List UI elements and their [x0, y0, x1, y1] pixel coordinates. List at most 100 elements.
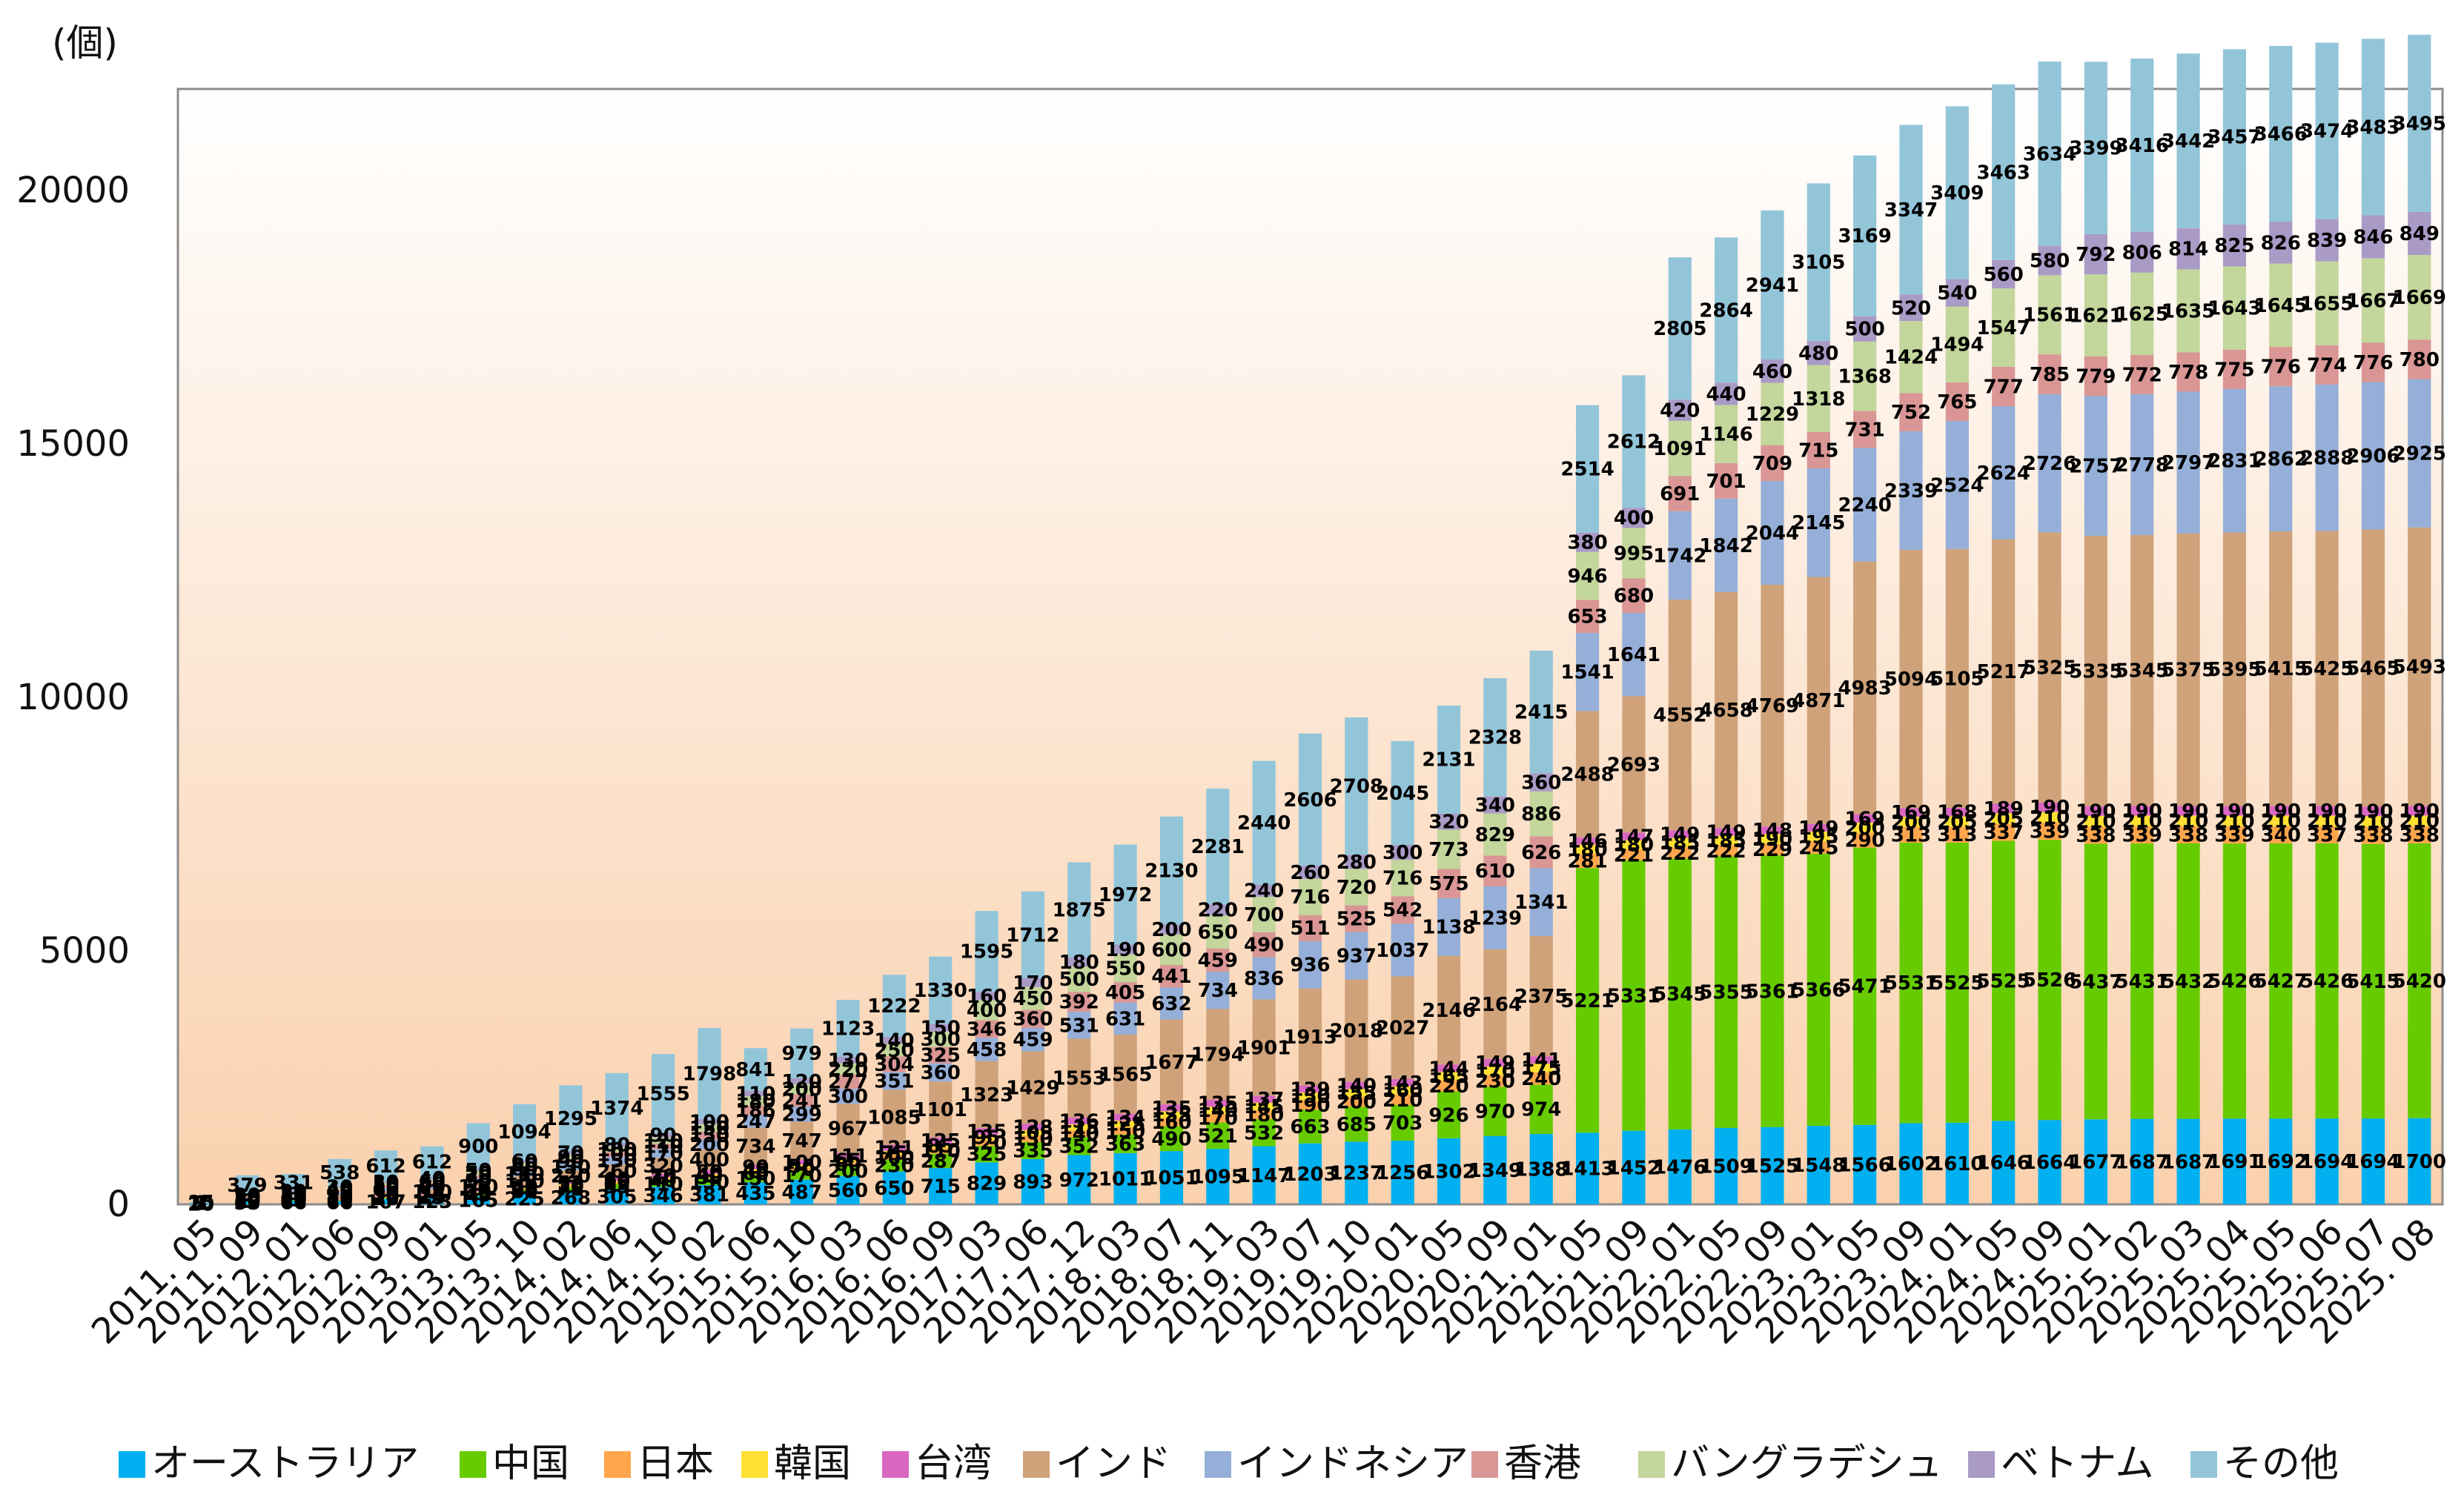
data-label: 772 — [2122, 364, 2162, 386]
data-label: 111 — [828, 1145, 868, 1167]
data-label: 80 — [603, 1135, 630, 1157]
data-label: 2440 — [1237, 812, 1291, 835]
legend-label: 日本 — [637, 1442, 714, 1486]
data-label: 130 — [828, 1049, 868, 1072]
data-label: 459 — [1013, 1029, 1053, 1052]
legend-label: インド — [1056, 1442, 1171, 1486]
data-label: 765 — [1937, 391, 1977, 414]
data-label: 650 — [1198, 921, 1238, 943]
data-label: 50 — [465, 1160, 491, 1182]
data-label: 3409 — [1930, 182, 1984, 205]
data-label: 511 — [1290, 918, 1330, 940]
data-label: 967 — [828, 1118, 868, 1140]
data-label: 1123 — [821, 1018, 875, 1041]
legend-label: バングラデシュ — [1671, 1442, 1943, 1486]
data-label: 946 — [1567, 565, 1607, 588]
data-label: 392 — [1059, 992, 1099, 1014]
data-label: 731 — [1845, 419, 1885, 441]
data-label: 2415 — [1514, 702, 1568, 724]
data-label: 140 — [1337, 1075, 1377, 1097]
data-label: 777 — [1984, 376, 2024, 398]
data-label: 90 — [650, 1125, 677, 1147]
data-label: 240 — [1244, 880, 1284, 903]
data-label: 610 — [1475, 860, 1515, 883]
data-label: 400 — [1614, 508, 1654, 530]
data-label: 146 — [1567, 831, 1607, 853]
data-label: 926 — [1428, 1104, 1468, 1127]
legend-label: 台湾 — [915, 1442, 992, 1486]
data-label: 189 — [1984, 798, 2024, 820]
data-label: 779 — [2076, 366, 2116, 388]
data-label: 120 — [782, 1071, 822, 1093]
data-label: 814 — [2168, 239, 2208, 261]
data-label: 2281 — [1191, 836, 1245, 858]
data-label: 774 — [2307, 354, 2347, 376]
data-label: 700 — [1244, 904, 1284, 926]
data-label: 141 — [1521, 1049, 1561, 1072]
data-label: 15 — [188, 1192, 214, 1214]
data-label: 190 — [2261, 800, 2301, 823]
data-label: 220 — [1198, 900, 1238, 922]
data-label: 825 — [2214, 235, 2254, 257]
data-label: 3495 — [2393, 113, 2446, 135]
legend-label: その他 — [2223, 1442, 2339, 1486]
data-label: 170 — [1013, 972, 1053, 995]
data-label: 180 — [1059, 952, 1099, 974]
legend-label: ベトナム — [2001, 1442, 2153, 1486]
data-label: 128 — [1013, 1117, 1053, 1139]
data-label: 500 — [1845, 319, 1885, 341]
data-label: 525 — [1337, 909, 1377, 931]
data-label: 775 — [2214, 359, 2254, 381]
data-label: 135 — [1198, 1093, 1238, 1115]
data-label: 90 — [742, 1157, 769, 1179]
data-label: 5420 — [2393, 970, 2446, 992]
data-label: 520 — [1891, 297, 1931, 319]
data-label: 839 — [2307, 230, 2347, 252]
data-label: 147 — [1614, 826, 1654, 849]
data-label: 420 — [1660, 400, 1700, 422]
legend-swatch — [1205, 1451, 1231, 1478]
data-label: 715 — [921, 1176, 961, 1198]
data-label: 1318 — [1792, 388, 1845, 411]
data-label: 190 — [2400, 800, 2440, 823]
data-label: 900 — [458, 1135, 498, 1158]
data-label: 490 — [1244, 935, 1284, 957]
data-label: 841 — [735, 1059, 775, 1081]
data-label: 360 — [1521, 772, 1561, 794]
data-label: 125 — [921, 1130, 961, 1152]
data-label: 1700 — [2393, 1151, 2446, 1173]
data-label: 716 — [1382, 868, 1423, 890]
data-label: 937 — [1337, 946, 1377, 968]
data-label: 441 — [1151, 966, 1191, 988]
data-label: 459 — [1198, 949, 1238, 972]
data-label: 5493 — [2393, 657, 2446, 679]
data-label: 1641 — [1607, 644, 1660, 666]
legend: オーストラリア中国日本韓国台湾インドインドネシア香港バングラデシュベトナムその他 — [119, 1442, 2339, 1486]
data-label: 190 — [1105, 939, 1145, 961]
data-label: 340 — [1475, 795, 1515, 817]
data-label: 149 — [1706, 822, 1746, 844]
data-label: 346 — [967, 1018, 1007, 1041]
legend-swatch — [1968, 1451, 1995, 1478]
data-label: 974 — [1521, 1099, 1561, 1121]
data-label: 680 — [1614, 586, 1654, 608]
data-label: 70 — [557, 1142, 584, 1164]
data-label: 846 — [2353, 226, 2393, 248]
data-label: 190 — [2353, 801, 2393, 823]
legend-label: 韓国 — [774, 1442, 851, 1486]
data-label: 135 — [1151, 1098, 1191, 1120]
legend-swatch — [119, 1451, 145, 1478]
data-label: 575 — [1428, 873, 1468, 895]
data-label: 260 — [1290, 862, 1330, 884]
y-tick-label: 15000 — [16, 423, 130, 465]
data-label: 829 — [1475, 824, 1515, 846]
data-label: 785 — [2030, 364, 2070, 386]
data-label: 663 — [1290, 1116, 1330, 1138]
legend-swatch — [1471, 1451, 1498, 1478]
data-label: 703 — [1382, 1112, 1423, 1135]
legend-label: 香港 — [1504, 1442, 1581, 1486]
data-label: 360 — [1013, 1009, 1053, 1031]
data-label: 2131 — [1422, 749, 1475, 772]
